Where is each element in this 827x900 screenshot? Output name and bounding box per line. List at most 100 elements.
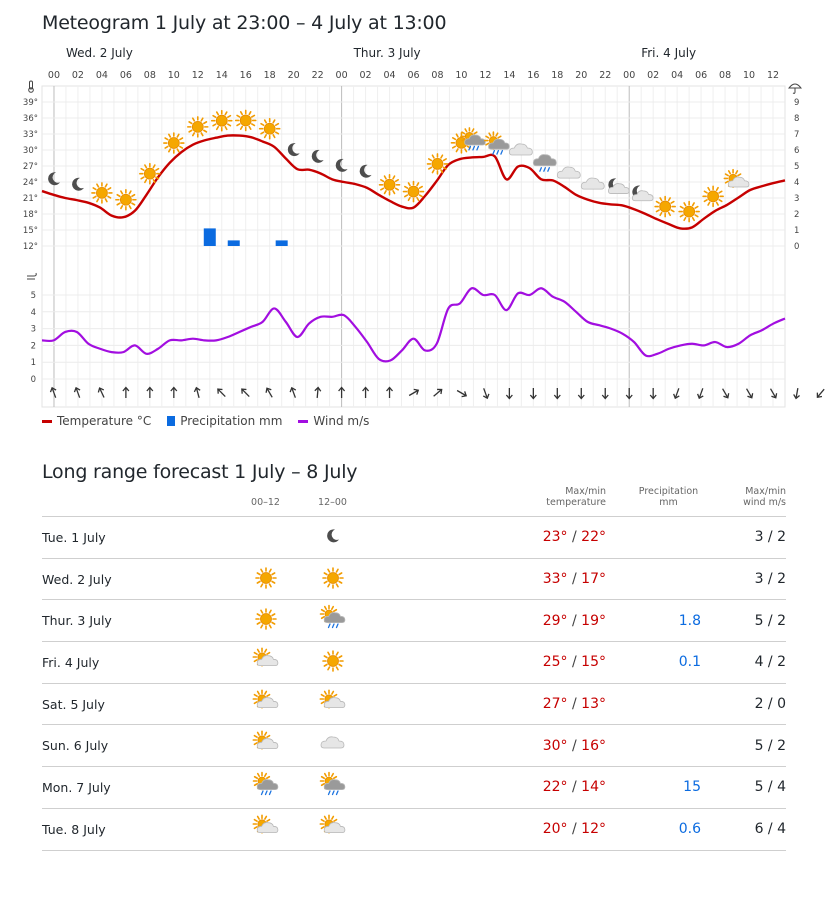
wind-arrow-icon bbox=[505, 388, 513, 400]
wind-arrow-icon bbox=[362, 386, 370, 398]
wind-arrow-icon bbox=[217, 388, 226, 397]
precipitation-bar bbox=[275, 240, 288, 246]
sun-icon bbox=[139, 162, 161, 185]
wind-arrow-icon bbox=[170, 386, 178, 398]
hour-tick-label: 04 bbox=[383, 70, 395, 81]
precipitation-cell: 0.1 bbox=[606, 641, 701, 684]
period1-symbol bbox=[232, 724, 299, 768]
precipitation-cell: 0.6 bbox=[606, 808, 701, 851]
wind-arrow-icon bbox=[338, 386, 346, 398]
forecast-row[interactable]: Fri. 4 July 25° / 15° 0.1 4 / 2 bbox=[42, 641, 786, 684]
day-label: Mon. 7 July bbox=[42, 766, 232, 809]
hour-tick-label: 20 bbox=[575, 70, 587, 81]
cloud-icon bbox=[320, 736, 344, 749]
wind-arrow-icon bbox=[73, 386, 81, 398]
temperature-cell: 23° / 22° bbox=[456, 516, 606, 559]
sun-cloud-rain-icon bbox=[252, 771, 278, 796]
wind-arrow-icon bbox=[408, 388, 420, 397]
day-label: Wed. 2 July bbox=[42, 558, 232, 601]
sun-cloud-icon bbox=[251, 814, 278, 834]
precipitation-header-line1: Precipitation bbox=[638, 486, 699, 497]
forecast-row[interactable]: Wed. 2 July 33° / 17° 3 / 2 bbox=[42, 558, 786, 601]
wind-arrow-icon bbox=[122, 386, 130, 398]
sun-cloud-icon bbox=[318, 814, 345, 834]
hour-tick-label: 10 bbox=[168, 70, 180, 81]
hour-tick-label: 12 bbox=[479, 70, 491, 81]
forecast-row[interactable]: Mon. 7 July 22° / 14° 15 5 / 4 bbox=[42, 766, 786, 809]
hour-tick-label: 08 bbox=[144, 70, 156, 81]
forecast-row[interactable]: Tue. 8 July 20° / 12° 0.6 6 / 4 bbox=[42, 808, 786, 851]
period2-symbol bbox=[299, 558, 366, 601]
sun-icon bbox=[321, 566, 344, 589]
min-temp: 17° bbox=[581, 571, 606, 588]
table-header-row: 00–12 12–00 Max/min temperature Precipita… bbox=[42, 486, 786, 517]
period1-symbol bbox=[232, 516, 299, 559]
hour-tick-label: 08 bbox=[431, 70, 443, 81]
hour-tick-label: 12 bbox=[192, 70, 204, 81]
forecast-row[interactable]: Tue. 1 July 23° / 22° 3 / 2 bbox=[42, 516, 786, 559]
period1-symbol bbox=[232, 766, 299, 809]
forecast-row[interactable]: Thur. 3 July 29° / 19° 1.8 5 / 2 bbox=[42, 599, 786, 643]
temperature-cell: 29° / 19° bbox=[456, 599, 606, 643]
max-temp: 22° bbox=[542, 779, 568, 796]
day-label: Sat. 5 July bbox=[42, 683, 232, 726]
sun-cloud-rain-icon bbox=[252, 771, 278, 796]
period1-header: 00–12 bbox=[232, 486, 299, 517]
long-range-title: Long range forecast 1 July – 8 July bbox=[42, 461, 358, 483]
forecast-row[interactable]: Sun. 6 July 30° / 16° 5 / 2 bbox=[42, 724, 786, 768]
hour-tick-label: 18 bbox=[551, 70, 563, 81]
sun-cloud-icon bbox=[251, 647, 278, 667]
legend-precipitation-label: Precipitation mm bbox=[180, 414, 283, 428]
sun-icon bbox=[91, 182, 113, 204]
max-temp: 33° bbox=[542, 571, 568, 588]
sun-cloud-icon bbox=[318, 814, 345, 834]
min-temp: 14° bbox=[581, 779, 606, 796]
precipitation-tick-label: 3 bbox=[794, 194, 799, 204]
wind-header-line1: Max/min bbox=[745, 486, 786, 497]
hour-tick-label: 04 bbox=[671, 70, 683, 81]
sun-icon bbox=[426, 153, 449, 175]
sun-icon bbox=[258, 117, 281, 140]
hour-tick-label: 16 bbox=[527, 70, 539, 81]
sun-icon bbox=[254, 566, 277, 589]
day-header bbox=[42, 486, 232, 517]
wind-icon bbox=[27, 272, 37, 280]
hour-tick-label: 02 bbox=[647, 70, 659, 81]
day-label: Tue. 1 July bbox=[42, 516, 232, 559]
moon-icon bbox=[359, 164, 372, 178]
sun-cloud-icon bbox=[251, 689, 278, 709]
wind-arrow-icon bbox=[553, 388, 561, 400]
sun-cloud-icon bbox=[251, 689, 278, 709]
wind-arrow-icon bbox=[769, 388, 778, 399]
meteogram-legend: Temperature °C Precipitation mm Wind m/s bbox=[42, 414, 369, 428]
temperature-cell: 30° / 16° bbox=[456, 724, 606, 768]
period2-symbol bbox=[299, 516, 366, 559]
wind-tick-label: 1 bbox=[31, 358, 36, 368]
period1-symbol bbox=[232, 599, 299, 643]
hour-tick-label: 14 bbox=[216, 70, 228, 81]
period1-symbol bbox=[232, 641, 299, 684]
wind-arrow-icon bbox=[49, 386, 57, 398]
sun-icon bbox=[654, 195, 676, 218]
temperature-cell: 25° / 15° bbox=[456, 641, 606, 684]
grid bbox=[42, 86, 785, 407]
wind-arrow-icon bbox=[529, 388, 537, 400]
temperature-header: Max/min temperature bbox=[456, 486, 606, 517]
wind-arrow-icon bbox=[456, 389, 468, 398]
wind-arrow-icon bbox=[265, 387, 273, 398]
forecast-row[interactable]: Sat. 5 July 27° / 13° 2 / 0 bbox=[42, 683, 786, 726]
period2-symbol bbox=[299, 808, 366, 851]
wind-tick-label: 0 bbox=[31, 375, 36, 385]
wind-cell: 5 / 4 bbox=[701, 766, 786, 809]
wind-header-line2: wind m/s bbox=[743, 497, 786, 508]
wind-arrow-icon bbox=[433, 388, 443, 397]
wind-header: Max/min wind m/s bbox=[701, 486, 786, 517]
temperature-tick-label: 33° bbox=[23, 130, 38, 140]
hour-tick-label: 00 bbox=[48, 70, 60, 81]
wind-arrow-icon bbox=[601, 388, 609, 400]
sun-cloud-rain-icon bbox=[319, 604, 345, 629]
hour-tick-label: 18 bbox=[264, 70, 276, 81]
wind-arrow-icon bbox=[722, 388, 730, 399]
hour-tick-label: 14 bbox=[503, 70, 515, 81]
precipitation-cell: 15 bbox=[606, 766, 701, 809]
